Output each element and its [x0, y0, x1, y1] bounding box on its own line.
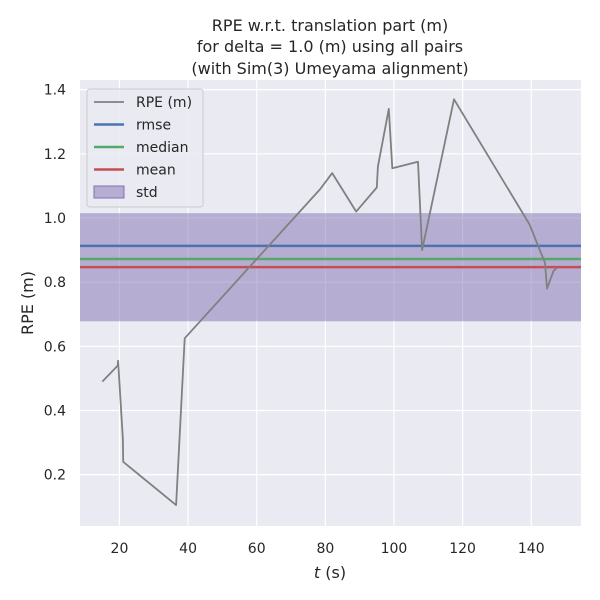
y-tick-label: 1.2 — [44, 147, 66, 163]
x-tick-label: 100 — [381, 541, 408, 557]
y-tick-label: 0.2 — [44, 468, 66, 484]
y-tick-label: 0.6 — [44, 339, 66, 355]
y-tick-label: 1.4 — [44, 83, 66, 99]
x-tick-labels: 20 40 60 80 100 120 140 — [111, 541, 545, 557]
legend-label-median: median — [136, 140, 188, 156]
y-tick-labels: 0.2 0.4 0.6 0.8 1.0 1.2 1.4 — [44, 83, 66, 484]
y-axis-label: RPE (m) — [18, 271, 37, 335]
y-tick-label: 0.4 — [44, 403, 66, 419]
legend-label-mean: mean — [136, 163, 176, 179]
legend-label-rmse: rmse — [136, 118, 171, 134]
stat-lines-layer — [80, 244, 581, 269]
legend: RPE (m) rmse median mean std — [86, 88, 204, 208]
chart-title-line-3: (with Sim(3) Umeyama alignment) — [191, 59, 468, 78]
chart-title-line-1: RPE w.r.t. translation part (m) — [212, 16, 448, 35]
x-axis-label-var: t — [314, 563, 321, 582]
x-tick-label: 40 — [179, 541, 197, 557]
chart-title-line-2: for delta = 1.0 (m) using all pairs — [197, 37, 463, 56]
x-tick-label: 140 — [518, 541, 545, 557]
x-axis-label-unit: (s) — [320, 563, 346, 582]
x-tick-label: 20 — [111, 541, 129, 557]
rpe-series-line — [101, 98, 558, 507]
legend-frame — [86, 88, 204, 208]
x-tick-label: 60 — [248, 541, 266, 557]
legend-label-std: std — [136, 185, 158, 201]
x-tick-label: 120 — [449, 541, 476, 557]
x-axis-label: t (s) — [314, 563, 346, 582]
legend-label-rpe-m-: RPE (m) — [136, 95, 192, 111]
y-tick-label: 0.8 — [44, 275, 66, 291]
y-tick-label: 1.0 — [44, 211, 66, 227]
legend-swatch-std — [93, 185, 125, 199]
x-tick-label: 80 — [316, 541, 334, 557]
series-layer — [101, 98, 558, 507]
